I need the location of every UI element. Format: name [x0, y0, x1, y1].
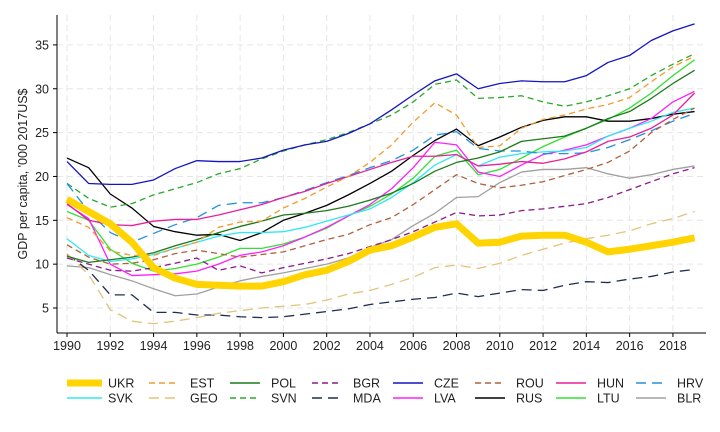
- legend-label-blr: BLR: [677, 392, 701, 406]
- legend-label-bgr: BGR: [353, 377, 380, 391]
- x-tick-label: 1994: [140, 339, 168, 353]
- y-axis-label: GDP per capita, '000 2017US$: [16, 88, 30, 259]
- legend-label-ukr: UKR: [108, 377, 134, 391]
- x-tick-label: 2014: [572, 339, 600, 353]
- legend-label-est: EST: [190, 377, 215, 391]
- series-line-rus: [66, 110, 695, 242]
- series-line-pol: [66, 69, 695, 264]
- x-tick-label: 2002: [313, 339, 341, 353]
- series-line-hun: [66, 92, 696, 227]
- x-tick-label: 1990: [53, 339, 81, 353]
- legend-label-lva: LVA: [434, 392, 456, 406]
- legend-label-hun: HUN: [597, 377, 624, 391]
- legend-label-mda: MDA: [353, 392, 381, 406]
- legend-label-hrv: HRV: [677, 377, 704, 391]
- series-line-rou: [66, 107, 695, 265]
- axes: [56, 15, 706, 334]
- x-tick-label: 1998: [226, 339, 254, 353]
- x-tick-label: 2010: [486, 339, 514, 353]
- legend-label-pol: POL: [271, 377, 296, 391]
- series-line-cze: [66, 23, 695, 185]
- series-line-svn: [66, 53, 695, 208]
- x-tick-label: 2012: [529, 339, 557, 353]
- series-line-bgr: [66, 167, 695, 274]
- y-tick-label: 20: [35, 170, 49, 184]
- legend-label-geo: GEO: [190, 392, 218, 406]
- series-line-ukr: [65, 196, 696, 290]
- series-line-geo: [66, 210, 695, 325]
- y-tick-label: 25: [35, 126, 49, 140]
- series-line-hrv: [66, 112, 695, 243]
- series-line-svk: [66, 107, 695, 263]
- x-tick-label: 1996: [183, 339, 211, 353]
- x-tick-label: 2000: [269, 339, 297, 353]
- y-tick-label: 30: [35, 82, 49, 96]
- legend: UKR EST POL BGR CZE ROU HUN HRV SVK GEO SVN MDA LVA R…: [67, 377, 704, 406]
- series-lines: [65, 23, 696, 325]
- series-line-mda: [66, 253, 695, 319]
- series-line-est: [66, 55, 695, 257]
- legend-label-rus: RUS: [516, 392, 542, 406]
- legend-label-ltu: LTU: [597, 392, 620, 406]
- y-tick-label: 35: [35, 38, 49, 52]
- x-tick-label: 2016: [616, 339, 644, 353]
- y-tick-label: 5: [42, 302, 49, 316]
- legend-label-svn: SVN: [271, 392, 297, 406]
- legend-label-cze: CZE: [434, 377, 459, 391]
- x-tick-label: 2018: [659, 339, 687, 353]
- legend-label-rou: ROU: [516, 377, 544, 391]
- tick-labels: 5 10 15 20 25 30 35 1990 1992 1994 1996 1998 2000 200…: [35, 38, 687, 353]
- x-tick-label: 2004: [356, 339, 384, 353]
- x-tick-label: 1992: [96, 339, 124, 353]
- y-tick-label: 15: [35, 214, 49, 228]
- x-tick-label: 2008: [443, 339, 471, 353]
- x-tick-label: 2006: [399, 339, 427, 353]
- y-tick-label: 10: [35, 258, 49, 272]
- legend-label-svk: SVK: [108, 392, 134, 406]
